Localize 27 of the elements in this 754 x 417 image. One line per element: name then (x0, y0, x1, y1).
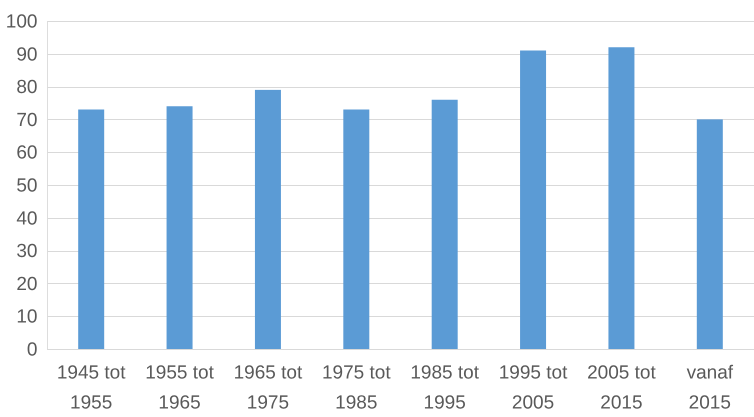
y-tick-label: 60 (16, 142, 38, 164)
x-tick-label: 1965 tot 1975 (234, 362, 303, 414)
y-tick-label: 10 (16, 306, 38, 328)
y-tick-label: 80 (16, 77, 38, 98)
bar (166, 106, 193, 349)
x-tick-label: 1975 tot 1985 (322, 362, 392, 414)
bar (696, 119, 723, 349)
bar (78, 110, 104, 349)
x-tick-label: 2005 tot 2015 (587, 362, 656, 414)
x-tick-label: 1985 tot 1995 (410, 362, 480, 414)
bar (432, 100, 458, 349)
y-tick-label: 100 (6, 12, 38, 32)
bar (343, 110, 370, 349)
y-tick-label: 20 (16, 274, 38, 295)
y-tick-label: 90 (16, 44, 38, 66)
x-tick-label: 1945 tot 1955 (56, 362, 126, 414)
x-tick-label: 1995 tot 2005 (498, 362, 568, 414)
bar (608, 47, 634, 349)
x-tick-label: vanaf 2015 (686, 362, 734, 414)
y-tick-label: 0 (26, 340, 38, 360)
y-tick-label: 40 (16, 208, 38, 230)
y-tick-label: 30 (16, 241, 38, 262)
x-tick-label: 1955 tot 1965 (145, 362, 215, 414)
bar (254, 90, 281, 349)
bar (520, 50, 546, 349)
y-tick-label: 50 (16, 176, 38, 196)
y-tick-label: 70 (16, 110, 38, 131)
